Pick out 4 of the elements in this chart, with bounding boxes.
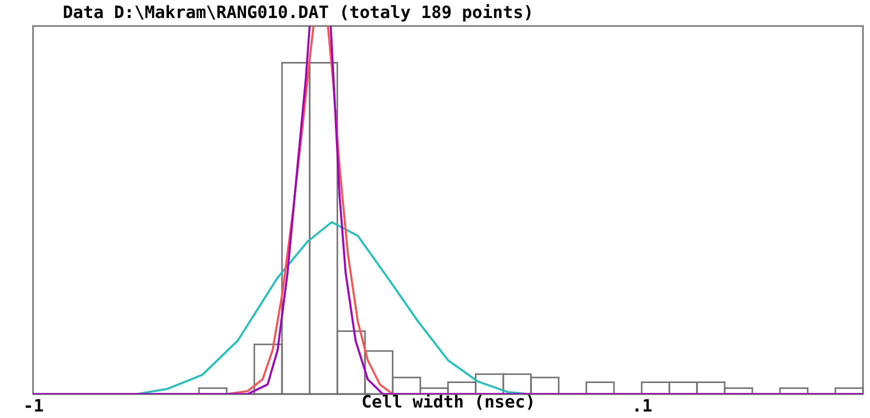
x-axis-title: Cell width (nsec): [362, 392, 536, 412]
chart-title: Data D:\Makram\RANG010.DAT (totaly 189 points): [62, 3, 534, 23]
x-tick-label: .1: [632, 396, 652, 416]
x-tick-label: -1: [23, 396, 44, 416]
